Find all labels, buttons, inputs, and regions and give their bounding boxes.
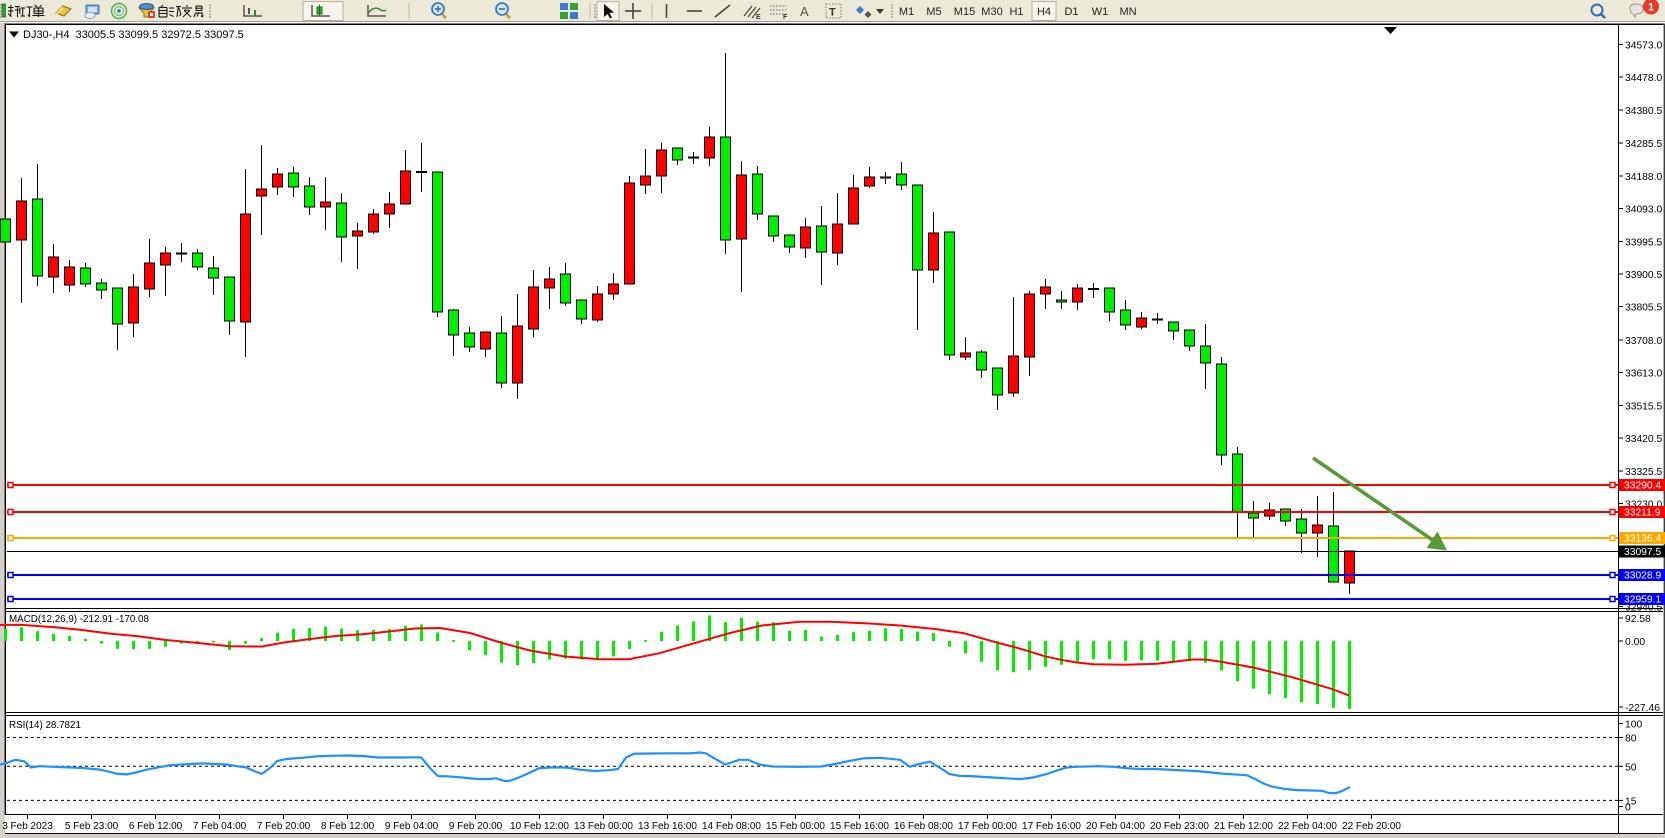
svg-text:-227.46: -227.46 xyxy=(1625,703,1660,714)
svg-text:13 Feb 00:00: 13 Feb 00:00 xyxy=(574,821,633,832)
svg-text:33515.5: 33515.5 xyxy=(1625,402,1662,413)
svg-text:0: 0 xyxy=(1625,803,1631,814)
svg-text:33211.9: 33211.9 xyxy=(1624,508,1661,519)
svg-text:34093.0: 34093.0 xyxy=(1625,205,1662,216)
svg-text:33028.9: 33028.9 xyxy=(1624,571,1661,582)
svg-text:21 Feb 12:00: 21 Feb 12:00 xyxy=(1214,821,1273,832)
svg-text:16 Feb 08:00: 16 Feb 08:00 xyxy=(894,821,953,832)
svg-text:34380.5: 34380.5 xyxy=(1625,106,1662,117)
svg-text:33230.0: 33230.0 xyxy=(1625,500,1662,511)
svg-text:32959.1: 32959.1 xyxy=(1624,595,1661,606)
svg-text:9 Feb 20:00: 9 Feb 20:00 xyxy=(449,821,503,832)
svg-text:D1: D1 xyxy=(1064,6,1078,18)
svg-text:M15: M15 xyxy=(954,6,975,18)
svg-text:MACD(12,26,9) -212.91 -170.08: MACD(12,26,9) -212.91 -170.08 xyxy=(9,614,150,625)
svg-text:0.00: 0.00 xyxy=(1625,637,1645,648)
svg-text:7 Feb 04:00: 7 Feb 04:00 xyxy=(193,821,247,832)
svg-text:92.58: 92.58 xyxy=(1625,614,1651,625)
svg-text:22 Feb 04:00: 22 Feb 04:00 xyxy=(1278,821,1337,832)
svg-text:DJ30-,H4 33005.5 33099.5 3297: DJ30-,H4 33005.5 33099.5 32972.5 33097.5 xyxy=(23,29,244,41)
svg-text:33097.5: 33097.5 xyxy=(1624,547,1661,558)
svg-text:15 Feb 16:00: 15 Feb 16:00 xyxy=(830,821,889,832)
svg-text:34478.0: 34478.0 xyxy=(1625,73,1662,84)
svg-text:17 Feb 00:00: 17 Feb 00:00 xyxy=(958,821,1017,832)
svg-text:33708.0: 33708.0 xyxy=(1625,336,1662,347)
svg-text:34573.0: 34573.0 xyxy=(1625,41,1662,52)
svg-text:E: E xyxy=(756,14,761,21)
svg-text:F: F xyxy=(783,14,788,21)
svg-text:M30: M30 xyxy=(981,6,1002,18)
svg-text:14 Feb 08:00: 14 Feb 08:00 xyxy=(702,821,761,832)
svg-text:13 Feb 16:00: 13 Feb 16:00 xyxy=(638,821,697,832)
svg-text:20 Feb 04:00: 20 Feb 04:00 xyxy=(1086,821,1145,832)
svg-text:22 Feb 20:00: 22 Feb 20:00 xyxy=(1342,821,1401,832)
svg-text:W1: W1 xyxy=(1092,6,1109,18)
svg-text:34285.5: 34285.5 xyxy=(1625,139,1662,150)
svg-text:17 Feb 16:00: 17 Feb 16:00 xyxy=(1022,821,1081,832)
svg-text:9 Feb 04:00: 9 Feb 04:00 xyxy=(385,821,439,832)
svg-text:15 Feb 00:00: 15 Feb 00:00 xyxy=(766,821,825,832)
svg-text:5 Feb 23:00: 5 Feb 23:00 xyxy=(65,821,119,832)
svg-text:6 Feb 12:00: 6 Feb 12:00 xyxy=(129,821,183,832)
svg-text:33995.5: 33995.5 xyxy=(1625,238,1662,249)
svg-text:RSI(14) 28.7821: RSI(14) 28.7821 xyxy=(9,720,81,731)
svg-text:1: 1 xyxy=(1648,2,1654,14)
svg-text:33805.5: 33805.5 xyxy=(1625,303,1662,314)
svg-text:33420.5: 33420.5 xyxy=(1625,434,1662,445)
svg-text:20 Feb 23:00: 20 Feb 23:00 xyxy=(1150,821,1209,832)
svg-text:10 Feb 12:00: 10 Feb 12:00 xyxy=(510,821,569,832)
svg-text:80: 80 xyxy=(1625,734,1637,745)
svg-text:3 Feb 2023: 3 Feb 2023 xyxy=(2,821,53,832)
svg-text:MN: MN xyxy=(1119,6,1136,18)
svg-text:33613.0: 33613.0 xyxy=(1625,369,1662,380)
svg-text:33900.5: 33900.5 xyxy=(1625,270,1662,281)
svg-text:100: 100 xyxy=(1625,720,1642,731)
svg-text:M5: M5 xyxy=(926,6,941,18)
svg-text:32940.5: 32940.5 xyxy=(1625,603,1662,614)
svg-text:15: 15 xyxy=(1625,796,1637,807)
svg-text:H1: H1 xyxy=(1009,6,1023,18)
svg-text:H4: H4 xyxy=(1037,6,1051,18)
svg-text:50: 50 xyxy=(1625,762,1637,773)
svg-text:33136.4: 33136.4 xyxy=(1624,534,1661,545)
svg-text:A: A xyxy=(800,4,809,19)
svg-text:M1: M1 xyxy=(899,6,914,18)
svg-text:7 Feb 20:00: 7 Feb 20:00 xyxy=(257,821,311,832)
svg-text:34188.0: 34188.0 xyxy=(1625,172,1662,183)
svg-text:T: T xyxy=(829,7,836,19)
svg-text:33290.4: 33290.4 xyxy=(1624,481,1661,492)
svg-text:8 Feb 12:00: 8 Feb 12:00 xyxy=(321,821,375,832)
svg-text:33325.5: 33325.5 xyxy=(1625,467,1662,478)
